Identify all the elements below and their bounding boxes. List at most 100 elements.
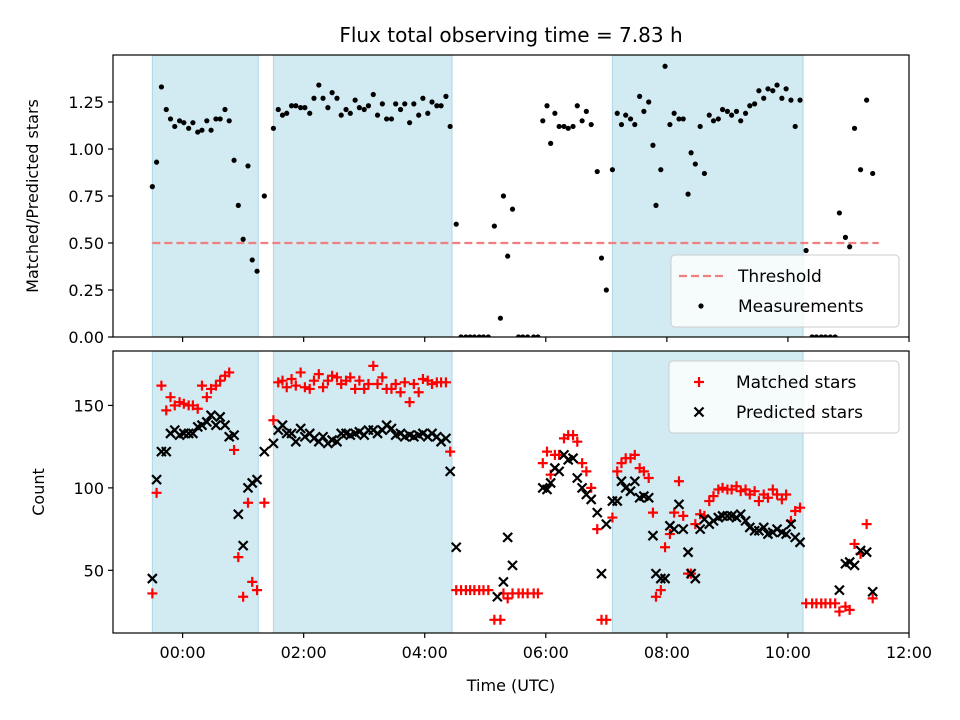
data-point <box>567 452 579 464</box>
data-point <box>761 95 767 101</box>
data-point <box>270 125 277 131</box>
data-point <box>298 105 304 111</box>
data-point <box>692 161 698 167</box>
data-point <box>363 378 374 389</box>
data-point <box>779 95 785 101</box>
data-point <box>443 93 449 99</box>
data-point <box>327 370 338 381</box>
data-point <box>535 334 541 337</box>
data-point <box>286 428 297 439</box>
data-point <box>440 433 452 444</box>
data-point <box>317 431 329 443</box>
data-point <box>774 82 780 88</box>
data-point <box>502 593 513 604</box>
data-point <box>598 255 605 261</box>
data-point <box>668 523 680 535</box>
data-point <box>561 123 567 130</box>
data-point <box>579 118 585 124</box>
data-point <box>836 210 842 216</box>
data-point <box>627 116 634 122</box>
data-point <box>614 110 620 116</box>
data-point <box>698 303 704 309</box>
data-point <box>832 334 838 337</box>
data-point <box>568 430 579 441</box>
data-point <box>259 446 270 457</box>
data-point <box>293 103 299 109</box>
data-point <box>275 106 281 113</box>
data-point <box>834 584 845 596</box>
data-point <box>261 193 267 199</box>
data-point <box>676 116 682 122</box>
data-point <box>673 476 684 487</box>
data-point <box>601 518 612 530</box>
data-point <box>781 489 792 500</box>
data-point <box>429 99 435 105</box>
data-point <box>176 118 183 124</box>
data-point <box>735 486 746 497</box>
data-point <box>408 378 419 389</box>
data-point <box>678 510 689 521</box>
data-point <box>758 522 769 533</box>
data-point <box>818 334 824 337</box>
data-point <box>316 82 322 88</box>
shaded-interval <box>272 54 453 338</box>
shaded-interval <box>272 350 453 634</box>
data-point <box>643 472 654 483</box>
y-tick-label: 50 <box>84 561 104 580</box>
data-point <box>646 99 652 105</box>
data-point <box>594 168 600 175</box>
data-point <box>659 573 671 584</box>
data-point <box>249 257 255 263</box>
data-point <box>553 466 565 477</box>
data-point <box>770 88 776 94</box>
data-point <box>570 123 576 130</box>
data-point <box>822 334 829 337</box>
data-point <box>629 449 640 460</box>
data-point <box>803 247 809 254</box>
data-point <box>438 103 444 109</box>
data-point <box>196 380 207 391</box>
data-point <box>658 167 664 173</box>
data-point <box>331 372 342 383</box>
data-point <box>722 510 733 522</box>
data-point <box>343 106 349 113</box>
data-point <box>284 110 290 116</box>
legend: Threshold Measurements <box>670 254 900 328</box>
data-point <box>500 193 507 199</box>
data-point <box>302 105 308 111</box>
data-point <box>688 150 694 156</box>
y-tick-label: 1.00 <box>68 140 104 159</box>
data-point <box>295 423 306 434</box>
data-point <box>450 541 462 553</box>
data-point <box>502 532 513 543</box>
y-tick-label: 0.50 <box>68 234 104 253</box>
data-point <box>495 614 506 625</box>
data-point <box>650 142 656 148</box>
data-point <box>847 244 853 250</box>
data-point <box>638 466 649 477</box>
data-point <box>715 116 721 122</box>
data-point <box>780 528 792 540</box>
chart-title: Flux total observing time = 7.83 h <box>339 23 682 47</box>
legend-label: Matched stars <box>736 373 856 393</box>
data-point <box>756 88 762 94</box>
y-tick-label: 150 <box>73 396 104 415</box>
data-point <box>254 268 260 274</box>
data-point <box>827 334 833 337</box>
data-point <box>532 588 543 599</box>
data-point <box>792 123 798 130</box>
data-point <box>498 576 509 588</box>
data-point <box>861 519 872 530</box>
data-point <box>724 108 731 114</box>
data-point <box>204 118 210 124</box>
data-point <box>851 125 858 131</box>
data-point <box>467 334 473 337</box>
data-point <box>830 598 841 609</box>
data-point <box>719 106 726 113</box>
data-point <box>697 123 703 130</box>
data-point <box>356 105 362 111</box>
data-point <box>586 482 597 493</box>
data-point <box>210 419 222 431</box>
data-point <box>785 518 797 530</box>
